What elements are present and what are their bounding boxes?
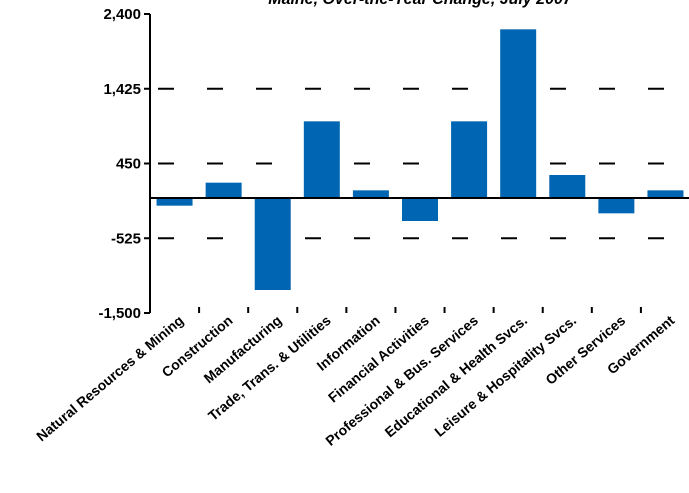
x-tick-labels: Natural Resources & MiningConstructionMa…: [33, 312, 677, 449]
bar: [402, 198, 438, 221]
bar: [205, 182, 242, 198]
y-tick-label: 450: [116, 156, 141, 173]
y-tick-labels: 2,400 1,425 450 -525 -1,500: [98, 6, 141, 322]
bar: [647, 190, 684, 198]
bar: [156, 198, 193, 206]
bar: [598, 198, 635, 214]
chart-title: Maine, Over-the-Year Change, July 2007: [150, 0, 689, 9]
y-tick-label: -1,500: [98, 305, 141, 322]
bar: [451, 121, 488, 198]
y-tick-label: -525: [111, 230, 141, 247]
bars: [156, 29, 684, 290]
bar: [352, 190, 389, 198]
bar: [500, 29, 537, 199]
axes: [144, 13, 689, 314]
bar: [549, 175, 586, 198]
y-tick-label: 2,400: [103, 6, 141, 23]
y-tick-label: 1,425: [103, 81, 141, 98]
category-label: Natural Resources & Mining: [33, 312, 186, 444]
gridlines: [150, 87, 689, 240]
bar: [254, 198, 291, 290]
bar: [303, 121, 340, 198]
